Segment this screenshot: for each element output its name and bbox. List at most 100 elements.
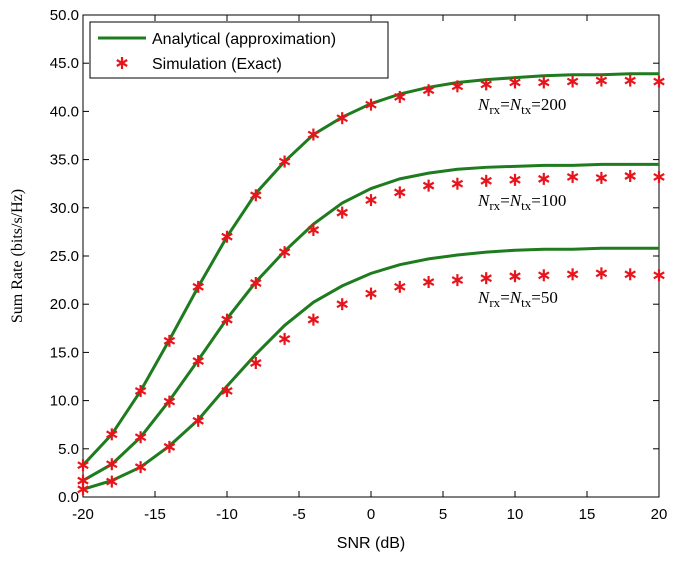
simulation-marker [77,459,89,472]
curve-label-part: = [500,95,510,114]
simulation-marker [336,206,348,219]
simulation-marker [595,171,608,184]
simulation-marker [422,179,435,192]
marker-stroke [365,289,377,298]
curve-label-part: N [477,288,491,307]
analytical-line [82,246,659,491]
simulation-marker [336,298,348,311]
curve-label-part: = [500,191,510,210]
simulation-marker [394,90,406,103]
simulation-marker [653,75,665,88]
simulation-marker [192,414,204,427]
simulation-marker [624,169,636,182]
simulation-marker [307,223,320,236]
curve-label-part: N [477,95,491,114]
simulation-marker [134,431,147,444]
curve-label-part: = [531,95,541,114]
marker-stroke [624,270,636,279]
marker-stroke [365,100,377,109]
simulation-marker [480,174,492,187]
marker-stroke [480,274,492,283]
marker-stroke [77,461,89,470]
marker-stroke [595,269,608,278]
simulation-marker [192,280,204,293]
marker-stroke [336,208,348,217]
simulation-marker [480,78,492,91]
simulation-marker [566,75,579,88]
simulation-marker [595,74,608,87]
marker-stroke [250,191,262,200]
marker-stroke [106,460,118,469]
y-tick-label: 35.0 [50,152,79,169]
marker-stroke [163,397,176,406]
y-tick-label: 50.0 [50,7,79,24]
curve-label-part: = [531,191,541,210]
simulation-marker [509,76,521,89]
simulation-marker [538,172,550,185]
curve-label-part: 100 [541,191,567,210]
marker-stroke [278,334,291,343]
analytical-line [82,162,659,482]
marker-stroke [595,173,608,182]
marker-stroke [538,174,550,183]
marker-stroke [163,442,176,451]
y-tick-label: 40.0 [50,103,79,120]
y-tick-label: 45.0 [50,55,79,72]
marker-stroke [134,463,147,472]
marker-stroke [480,80,492,89]
simulation-marker [365,194,377,207]
curve-label-part: tx [521,198,532,213]
marker-stroke [538,78,550,87]
marker-stroke [307,226,320,234]
simulation-marker [538,269,550,282]
simulation-marker [278,332,291,345]
marker-stroke [106,477,118,486]
marker-stroke [278,157,291,166]
simulation-marker [480,272,492,285]
marker-stroke [394,92,406,101]
x-tick-label: 15 [579,506,596,523]
marker-stroke [624,76,636,85]
marker-stroke [394,188,406,197]
marker-stroke [163,336,176,345]
curve-label-part: = [500,288,510,307]
simulation-marker [451,177,464,190]
curve-label-part: rx [489,102,500,117]
curve-label-part: tx [521,102,532,117]
marker-stroke [451,82,464,91]
legend-box [89,21,389,79]
simulation-marker [134,384,147,397]
simulation-marker [250,189,262,202]
simulation-marker [307,128,320,141]
simulation-marker [653,269,665,282]
simulation-marker [566,268,579,281]
legend-label: Simulation (Exact) [152,56,282,73]
marker-stroke [538,271,550,280]
marker-stroke [566,172,579,181]
simulation-marker [250,357,262,370]
marker-stroke [480,176,492,185]
simulation-marker [307,313,320,326]
simulation-marker [221,230,233,243]
simulation-marker [365,98,377,111]
simulation-marker [595,267,608,280]
simulation-marker [278,155,291,168]
simulation-marker [77,483,89,496]
marker-stroke [192,416,204,425]
marker-stroke [106,430,118,439]
simulation-marker [221,313,233,326]
simulation-marker [394,280,406,293]
marker-stroke [451,179,464,188]
y-tick-label: 25.0 [50,248,79,265]
curve-label: Nrx=Ntx=200 [477,95,566,117]
simulation-marker [422,276,435,289]
marker-stroke [307,315,320,324]
marker-stroke [509,78,521,87]
marker-stroke [624,172,636,180]
y-tick-label: 20.0 [50,296,79,313]
marker-stroke [336,114,348,123]
simulation-marker [221,384,233,397]
y-tick-label: 10.0 [50,393,79,410]
